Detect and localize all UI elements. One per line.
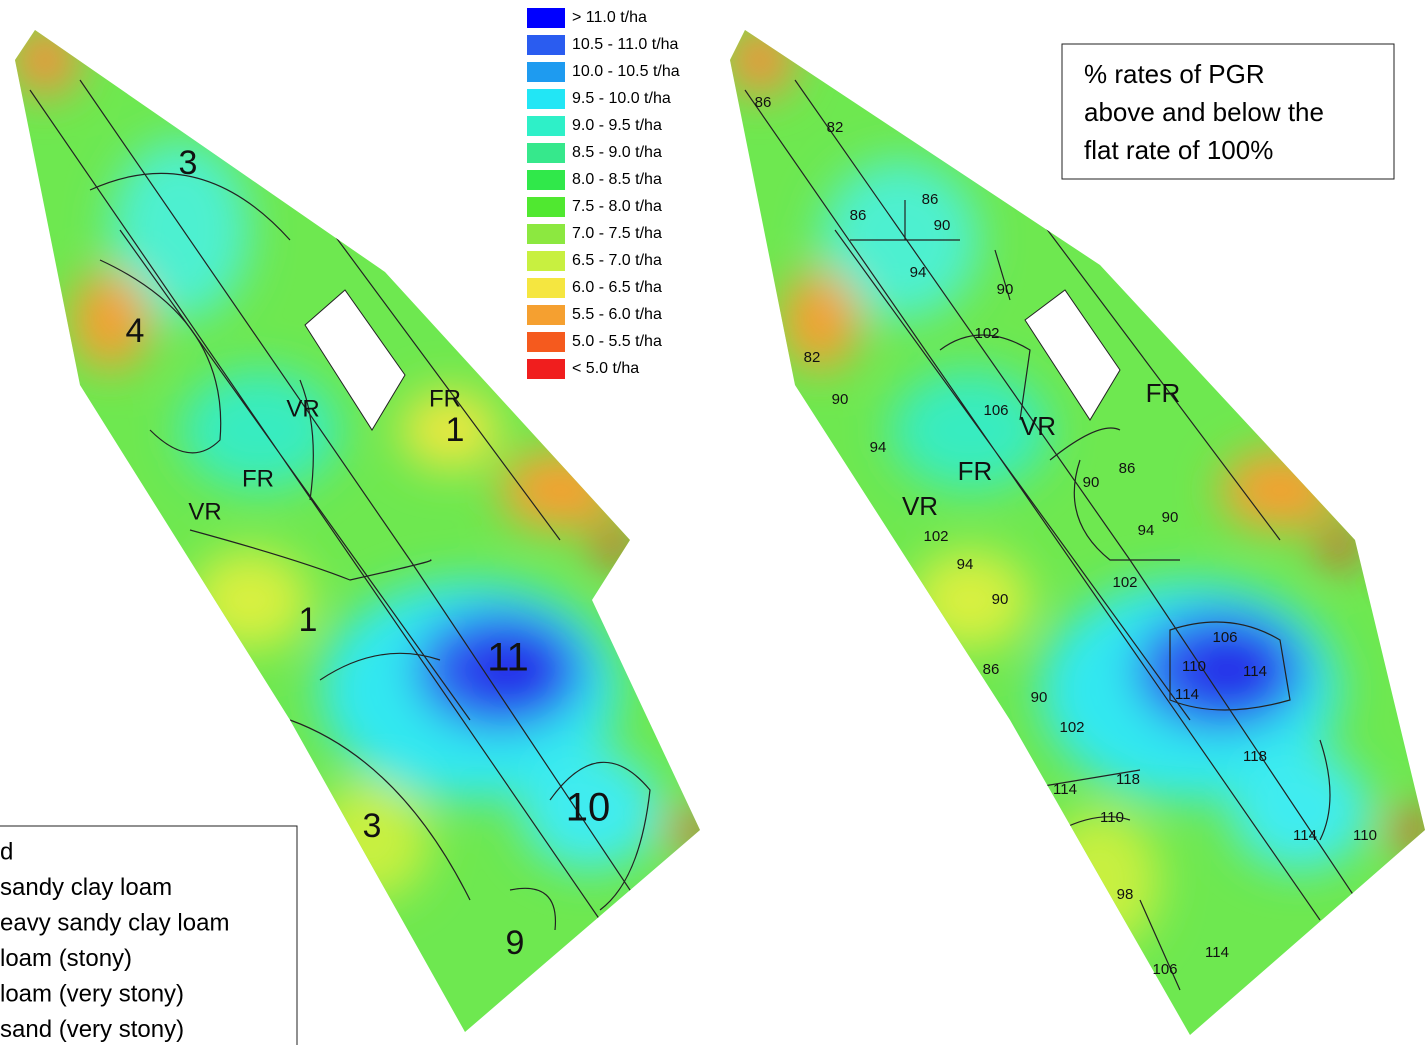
soil-legend-label: eavy sandy clay loam xyxy=(0,909,229,936)
rate-label: 90 xyxy=(997,281,1014,298)
rate-label: 94 xyxy=(910,264,927,281)
legend-label: 6.0 - 6.5 t/ha xyxy=(572,279,662,296)
rate-label: 98 xyxy=(1117,886,1134,903)
legend-swatch xyxy=(527,278,565,298)
rate-label: 102 xyxy=(923,528,948,545)
zone-label: VR xyxy=(286,395,319,422)
soil-legend-label: d xyxy=(0,838,13,865)
rate-label: 110 xyxy=(1353,827,1377,844)
rate-label: 90 xyxy=(934,217,951,234)
rate-label: FR xyxy=(958,456,993,486)
legend-swatch xyxy=(527,116,565,136)
zone-label: 9 xyxy=(506,924,525,962)
rate-label: 106 xyxy=(983,402,1008,419)
note-line: flat rate of 100% xyxy=(1084,135,1273,165)
legend-label: 8.0 - 8.5 t/ha xyxy=(572,171,662,188)
legend-swatch xyxy=(527,8,565,28)
legend-label: 10.5 - 11.0 t/ha xyxy=(572,36,679,53)
rate-label: 94 xyxy=(957,556,974,573)
rate-label: 118 xyxy=(1243,748,1267,765)
page: > 11.0 t/ha 10.5 - 11.0 t/ha 10.0 - 10.5 t… xyxy=(0,0,1427,1045)
rate-label: 106 xyxy=(1212,629,1237,646)
zone-label: FR xyxy=(429,385,461,412)
rate-label: 118 xyxy=(1116,771,1140,788)
legend-label: 8.5 - 9.0 t/ha xyxy=(572,144,662,161)
zone-label: 11 xyxy=(487,636,529,680)
legend-label: 10.0 - 10.5 t/ha xyxy=(572,63,680,80)
zone-label: 1 xyxy=(446,411,465,449)
legend-swatch xyxy=(527,332,565,352)
zone-label: 3 xyxy=(363,807,382,845)
rate-label: VR xyxy=(902,491,938,521)
rate-label: 86 xyxy=(755,94,772,111)
soil-legend-label: sand (very stony) xyxy=(0,1016,184,1043)
rate-label: 90 xyxy=(1031,689,1048,706)
rate-label: 90 xyxy=(1162,509,1179,526)
rate-label: 86 xyxy=(850,207,867,224)
rate-label: 110 xyxy=(1182,658,1206,675)
legend-label: 7.0 - 7.5 t/ha xyxy=(572,225,662,242)
legend-label: 5.0 - 5.5 t/ha xyxy=(572,333,662,350)
rate-label: VR xyxy=(1020,411,1056,441)
rate-label: 110 xyxy=(1100,809,1124,826)
legend-swatch xyxy=(527,359,565,379)
rate-label: 114 xyxy=(1243,663,1267,680)
rate-label: 90 xyxy=(832,391,849,408)
legend-swatch xyxy=(527,143,565,163)
rate-label: 114 xyxy=(1053,781,1077,798)
soil-legend-label: loam (stony) xyxy=(0,945,132,972)
rate-label: FR xyxy=(1146,378,1181,408)
legend-label: < 5.0 t/ha xyxy=(572,360,639,377)
zone-label: 4 xyxy=(126,312,145,350)
zone-label: 10 xyxy=(566,786,611,830)
soil-legend-label: loam (very stony) xyxy=(0,980,184,1007)
zone-label: VR xyxy=(188,498,221,525)
note-line: above and below the xyxy=(1084,97,1324,127)
rate-label: 102 xyxy=(974,325,999,342)
rate-label: 86 xyxy=(1119,460,1136,477)
rate-label: 82 xyxy=(804,349,821,366)
soil-legend-label: sandy clay loam xyxy=(0,874,172,901)
rate-label: 114 xyxy=(1175,686,1199,703)
legend-label: 6.5 - 7.0 t/ha xyxy=(572,252,662,269)
rate-label: 102 xyxy=(1112,574,1137,591)
rate-label: 86 xyxy=(922,191,939,208)
rate-label: 106 xyxy=(1152,961,1177,978)
rate-label: 114 xyxy=(1293,827,1317,844)
legend-swatch xyxy=(527,197,565,217)
rate-label: 90 xyxy=(992,591,1009,608)
legend-swatch xyxy=(527,62,565,82)
rate-label: 86 xyxy=(983,661,1000,678)
legend-swatch xyxy=(527,224,565,244)
legend-label: > 11.0 t/ha xyxy=(572,9,647,26)
legend-swatch xyxy=(527,251,565,271)
zone-label: 3 xyxy=(179,144,198,182)
rate-label: 90 xyxy=(1083,474,1100,491)
rate-label: 94 xyxy=(870,439,887,456)
rate-label: 114 xyxy=(1205,944,1229,961)
legend-label: 7.5 - 8.0 t/ha xyxy=(572,198,662,215)
zone-label: FR xyxy=(242,465,274,492)
legend-swatch xyxy=(527,89,565,109)
zone-label: 1 xyxy=(299,601,318,639)
rate-label: 102 xyxy=(1059,719,1084,736)
legend-swatch xyxy=(527,305,565,325)
legend-label: 9.0 - 9.5 t/ha xyxy=(572,117,662,134)
legend-swatch xyxy=(527,35,565,55)
legend-label: 9.5 - 10.0 t/ha xyxy=(572,90,671,107)
note-line: % rates of PGR xyxy=(1084,59,1265,89)
rate-label: 94 xyxy=(1138,522,1155,539)
legend-swatch xyxy=(527,170,565,190)
rate-label: 82 xyxy=(827,119,844,136)
legend-label: 5.5 - 6.0 t/ha xyxy=(572,306,662,323)
